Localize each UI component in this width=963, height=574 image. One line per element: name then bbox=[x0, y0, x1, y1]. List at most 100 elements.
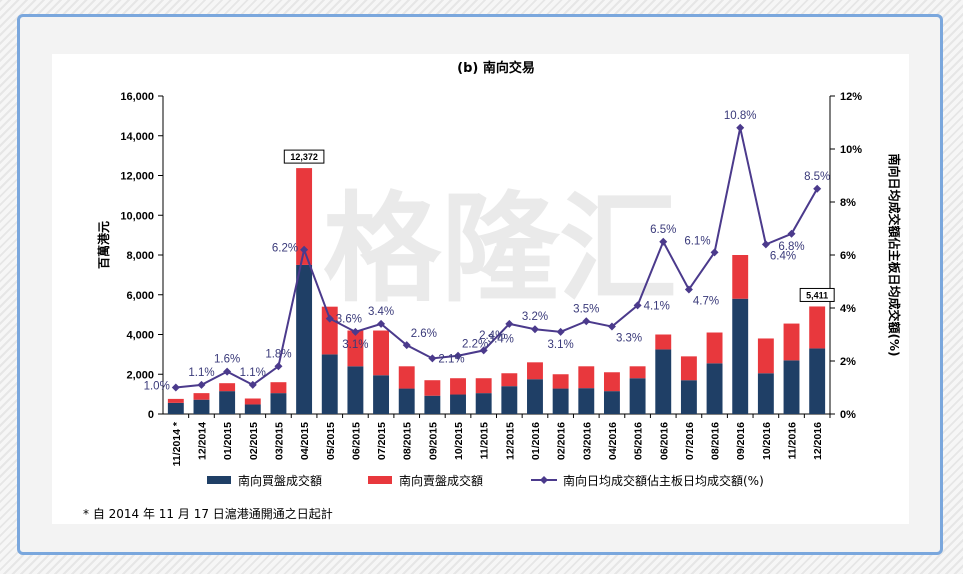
bar-buy bbox=[373, 375, 390, 414]
y-axis-title: 百萬港元 bbox=[96, 221, 111, 269]
pct-label: 4.1% bbox=[644, 300, 670, 312]
x-tick-label: 03/2016 bbox=[581, 422, 593, 460]
pct-point bbox=[659, 237, 668, 246]
bar-sell bbox=[167, 398, 184, 403]
pct-label: 3.4% bbox=[368, 306, 394, 318]
bar-sell bbox=[296, 168, 313, 265]
x-tick-label: 07/2016 bbox=[684, 422, 696, 460]
pct-label: 4.7% bbox=[693, 295, 719, 307]
x-tick-label: 10/2015 bbox=[453, 422, 465, 460]
pct-point bbox=[530, 325, 539, 334]
bar-sell bbox=[475, 378, 492, 394]
bar-total-label: 5,411 bbox=[806, 290, 828, 300]
pct-point bbox=[736, 123, 745, 132]
y2-tick-label: 6% bbox=[840, 250, 856, 262]
x-tick-label: 11/2014 * bbox=[171, 421, 183, 466]
pct-point bbox=[761, 240, 770, 249]
bar-buy bbox=[347, 366, 364, 414]
pct-point bbox=[197, 380, 206, 389]
bar-sell bbox=[373, 330, 390, 376]
y2-tick-label: 12% bbox=[840, 91, 862, 103]
pct-label: 3.6% bbox=[336, 314, 362, 326]
pct-point bbox=[710, 248, 719, 257]
x-tick-label: 03/2015 bbox=[273, 422, 285, 460]
bar-buy bbox=[501, 386, 518, 414]
bar-sell bbox=[527, 362, 543, 380]
bar-buy bbox=[552, 388, 569, 414]
bar-sell bbox=[629, 366, 646, 379]
bar-buy bbox=[809, 348, 826, 414]
pct-line bbox=[175, 127, 819, 389]
footnote: * 自 2014 年 11 月 17 日滬港通開通之日起計 bbox=[83, 507, 333, 521]
pct-label: 3.1% bbox=[548, 339, 574, 351]
pct-label: 2.4% bbox=[479, 330, 505, 342]
x-tick-label: 01/2015 bbox=[222, 422, 234, 460]
pct-label: 1.1% bbox=[188, 367, 214, 379]
legend-label-sell: 南向賣盤成交額 bbox=[399, 473, 483, 488]
bar-buy bbox=[398, 388, 415, 414]
bar-sell bbox=[809, 306, 826, 349]
bar-buy bbox=[578, 388, 595, 414]
pct-label: 2.1% bbox=[438, 353, 464, 365]
bar-buy bbox=[270, 393, 287, 414]
pct-point bbox=[582, 317, 591, 326]
legend-swatch-sell bbox=[368, 476, 392, 484]
bar-sell bbox=[603, 372, 620, 392]
pct-label: 3.1% bbox=[342, 339, 368, 351]
bar-sell bbox=[680, 356, 697, 381]
pct-point bbox=[223, 367, 232, 376]
bar-buy bbox=[527, 379, 543, 414]
legend-label-buy: 南向買盤成交額 bbox=[238, 473, 322, 488]
bar-sell bbox=[347, 330, 364, 367]
chart-title: (b) 南向交易 bbox=[457, 60, 535, 76]
bar-buy bbox=[732, 298, 749, 414]
pct-point bbox=[607, 322, 616, 331]
bar-buy bbox=[321, 354, 338, 414]
y-tick-label: 0 bbox=[148, 409, 154, 421]
bar-buy bbox=[296, 264, 313, 414]
pct-label: 2.6% bbox=[411, 328, 437, 340]
pct-point bbox=[274, 362, 283, 371]
bar-buy bbox=[193, 399, 210, 414]
legend-label-pct: 南向日均成交額佔主板日均成交額(%) bbox=[563, 473, 764, 488]
pct-point bbox=[402, 341, 411, 350]
bar-sell bbox=[244, 398, 261, 405]
y2-tick-label: 0% bbox=[840, 409, 856, 421]
x-tick-label: 04/2015 bbox=[299, 422, 311, 460]
x-tick-label: 05/2016 bbox=[633, 422, 645, 460]
pct-label: 1.0% bbox=[144, 381, 170, 393]
x-tick-label: 06/2016 bbox=[658, 422, 670, 460]
y2-tick-label: 4% bbox=[840, 303, 856, 315]
y-tick-label: 2,000 bbox=[126, 369, 154, 381]
pct-point bbox=[428, 354, 437, 363]
bar-buy bbox=[424, 395, 441, 414]
pct-point bbox=[300, 245, 309, 254]
x-tick-label: 01/2016 bbox=[530, 422, 542, 460]
legend-swatch-buy bbox=[207, 476, 231, 484]
pct-point bbox=[377, 319, 386, 328]
pct-point bbox=[248, 380, 257, 389]
pct-label: 10.8% bbox=[724, 110, 757, 122]
y-tick-label: 8,000 bbox=[126, 250, 154, 262]
pct-label: 3.3% bbox=[616, 333, 642, 345]
watermark: 格隆汇 bbox=[323, 180, 677, 318]
pct-point bbox=[633, 301, 642, 310]
x-tick-label: 02/2016 bbox=[556, 422, 568, 460]
chart-panel bbox=[52, 54, 909, 524]
x-tick-label: 09/2015 bbox=[427, 422, 439, 460]
legend-marker-pct bbox=[540, 476, 548, 484]
pct-point bbox=[787, 229, 796, 238]
pct-label: 6.5% bbox=[650, 224, 676, 236]
bar-buy bbox=[680, 380, 697, 414]
pct-label: 3.2% bbox=[522, 311, 548, 323]
x-tick-label: 12/2014 bbox=[196, 422, 208, 460]
x-tick-label: 12/2016 bbox=[812, 422, 824, 460]
bar-sell bbox=[501, 373, 518, 387]
y-tick-label: 12,000 bbox=[120, 171, 154, 183]
bar-buy bbox=[475, 393, 492, 414]
x-tick-label: 09/2016 bbox=[735, 422, 747, 460]
pct-point bbox=[479, 346, 488, 355]
x-tick-label: 02/2015 bbox=[248, 422, 260, 460]
bar-sell bbox=[783, 323, 800, 361]
